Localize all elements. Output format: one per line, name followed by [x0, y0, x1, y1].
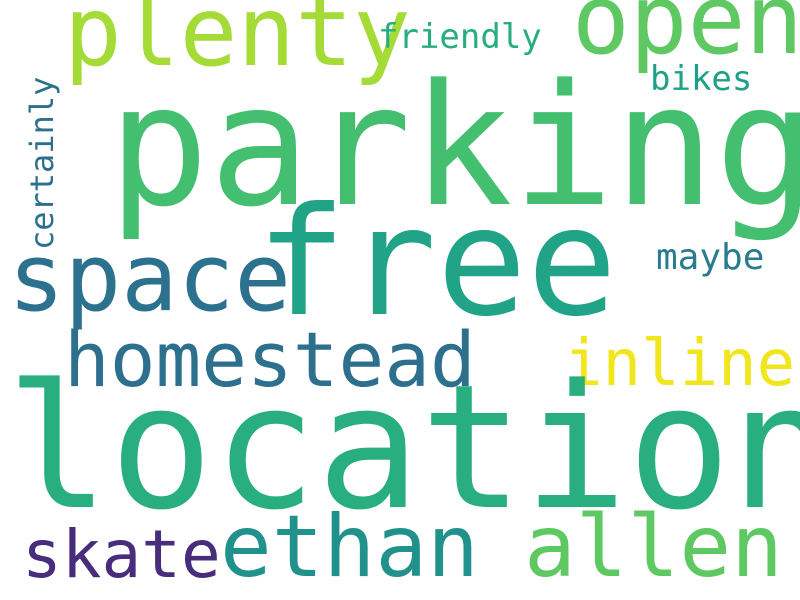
- word-allen: allen: [524, 497, 783, 597]
- word-space: space: [8, 224, 291, 333]
- word-certainly: certainly: [23, 76, 61, 250]
- word-homestead: homestead: [64, 315, 476, 404]
- word-maybe: maybe: [656, 237, 765, 278]
- word-bikes: bikes: [650, 59, 753, 99]
- word-location: location: [6, 347, 800, 548]
- word-free: free: [256, 176, 618, 350]
- word-skate: skate: [22, 516, 221, 593]
- word-open: open: [572, 0, 800, 76]
- word-inline: inline: [564, 327, 796, 401]
- word-ethan: ethan: [220, 497, 479, 597]
- word-parking: parking: [108, 48, 800, 244]
- word-friendly: friendly: [378, 17, 542, 57]
- word-plenty: plenty: [64, 0, 411, 88]
